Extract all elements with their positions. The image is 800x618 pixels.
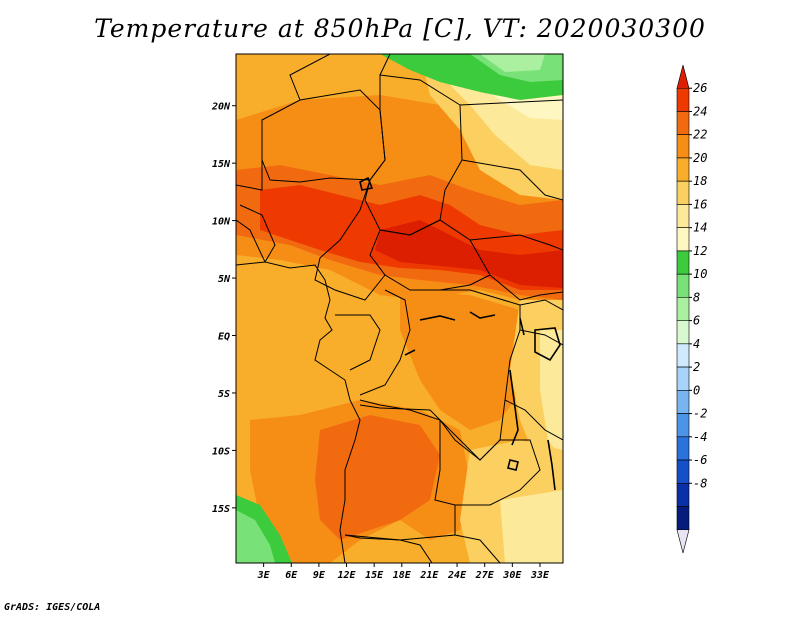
colorbar-label: -4 <box>693 430 707 444</box>
colorbar-swatch <box>676 297 690 321</box>
contour-6-8-sahara <box>480 54 545 72</box>
lake-tanganyika <box>509 369 519 446</box>
colorbar-label: 14 <box>693 221 707 235</box>
country-borders <box>236 54 563 563</box>
lon-tick-label: 18E <box>393 570 412 581</box>
lon-tick-label: 15E <box>365 570 384 581</box>
colorbar-label: -8 <box>693 476 707 490</box>
lat-tick-label: 5S <box>218 389 230 400</box>
contour-14-16-east-africa <box>540 330 563 460</box>
contour-14-16-southeast <box>500 490 563 563</box>
border-south-sudan <box>469 234 563 301</box>
contour-20-22-central <box>400 290 530 430</box>
colorbar-swatch <box>676 506 690 531</box>
contour-12-14-namibia <box>236 510 275 563</box>
border-angola <box>344 404 456 541</box>
lon-tick-label: 33E <box>530 570 550 581</box>
lat-tick-label: 10S <box>212 446 230 457</box>
colorbar-swatch <box>676 436 690 461</box>
lon-tick-label: 30E <box>502 570 522 581</box>
colorbar-swatch <box>676 157 690 182</box>
colorbar-swatch <box>676 320 690 345</box>
lon-tick-label: 27E <box>475 570 495 581</box>
border-cameroon <box>314 179 386 301</box>
west-africa-coastline <box>236 219 361 563</box>
lon-tick-label: 3E <box>257 570 271 581</box>
colorbar-swatch <box>676 180 690 205</box>
colorbar-label: 0 <box>693 383 700 397</box>
colorbar-swatch <box>676 390 690 414</box>
border-zambia <box>439 419 541 506</box>
colorbar-label: 24 <box>693 104 707 118</box>
lake-albert <box>519 317 525 336</box>
lat-tick-label: 10N <box>212 217 231 228</box>
border-car <box>369 219 491 291</box>
contour-26-plus-max <box>375 220 563 288</box>
colorbar-label: 10 <box>693 267 707 281</box>
lat-tick-label: 15S <box>212 504 230 515</box>
border-north <box>289 54 391 101</box>
temperature-field <box>236 54 563 563</box>
lake-victoria <box>534 327 561 362</box>
lat-tick-label: 15N <box>212 159 231 170</box>
colorbar-swatch <box>676 227 690 252</box>
colorbar-swatch <box>676 366 690 391</box>
colorbar-label: 20 <box>693 151 707 165</box>
colorbar-swatch <box>676 413 690 438</box>
contour-22-24-angola <box>315 415 440 540</box>
lakes <box>359 176 561 491</box>
colorbar-label: 16 <box>693 197 707 211</box>
lon-tick-label: 21E <box>419 570 439 581</box>
lake-malawi <box>547 439 556 491</box>
border-namibia-botswana <box>344 534 501 563</box>
congo-river-squiggle <box>404 311 496 356</box>
lat-tick-label: 5N <box>218 274 231 285</box>
colorbar-label: 26 <box>693 81 707 95</box>
colorbar-swatch <box>676 482 690 507</box>
colorbar-label: 2 <box>693 360 700 374</box>
border-sudan <box>459 99 563 201</box>
colorbar-swatch <box>676 529 690 554</box>
map-title: Temperature at 850hPa [C], VT: 202003030… <box>94 14 706 43</box>
map-frame <box>235 53 564 564</box>
lon-tick-label: 24E <box>447 570 467 581</box>
colorbar-swatch <box>676 64 690 89</box>
colorbar-label: 4 <box>693 337 700 351</box>
lon-tick-label: 9E <box>313 570 326 581</box>
lat-tick-label: 20N <box>211 102 231 113</box>
colorbar-label: 6 <box>693 314 700 328</box>
lon-tick-label: 6E <box>285 570 298 581</box>
colorbar-swatch <box>676 459 690 484</box>
border-east-africa <box>500 299 563 441</box>
lat-tick-label: EQ <box>218 332 230 343</box>
colorbar-label: 8 <box>693 290 700 304</box>
colorbar-label: -2 <box>693 407 707 421</box>
colorbar-swatch <box>676 204 690 228</box>
colorbar-label: 18 <box>693 174 707 188</box>
lake-chad <box>359 176 374 191</box>
border-west-sahel <box>236 160 276 266</box>
border-gabon-congo <box>335 289 411 396</box>
latitude-axis: 20N 15N 10N 5N EQ 5S 10S 15S <box>211 102 236 515</box>
grads-credit: GrADS: IGES/COLA <box>4 602 101 613</box>
longitude-axis: 3E 6E 9E 12E 15E 18E 21E 24E 27E 30E 33E <box>257 563 550 581</box>
colorbar-label: 12 <box>693 244 707 258</box>
lon-tick-label: 12E <box>338 570 357 581</box>
colorbar-swatch <box>676 273 690 298</box>
colorbar-label: 22 <box>693 128 707 142</box>
lake-mweru <box>507 459 519 471</box>
colorbar-label: -6 <box>693 453 707 467</box>
colorbar-swatch <box>676 250 690 275</box>
colorbar-swatch <box>676 343 690 368</box>
colorbar-swatch <box>676 87 690 112</box>
colorbar-swatch <box>676 111 690 136</box>
colorbar-swatch <box>676 134 690 159</box>
